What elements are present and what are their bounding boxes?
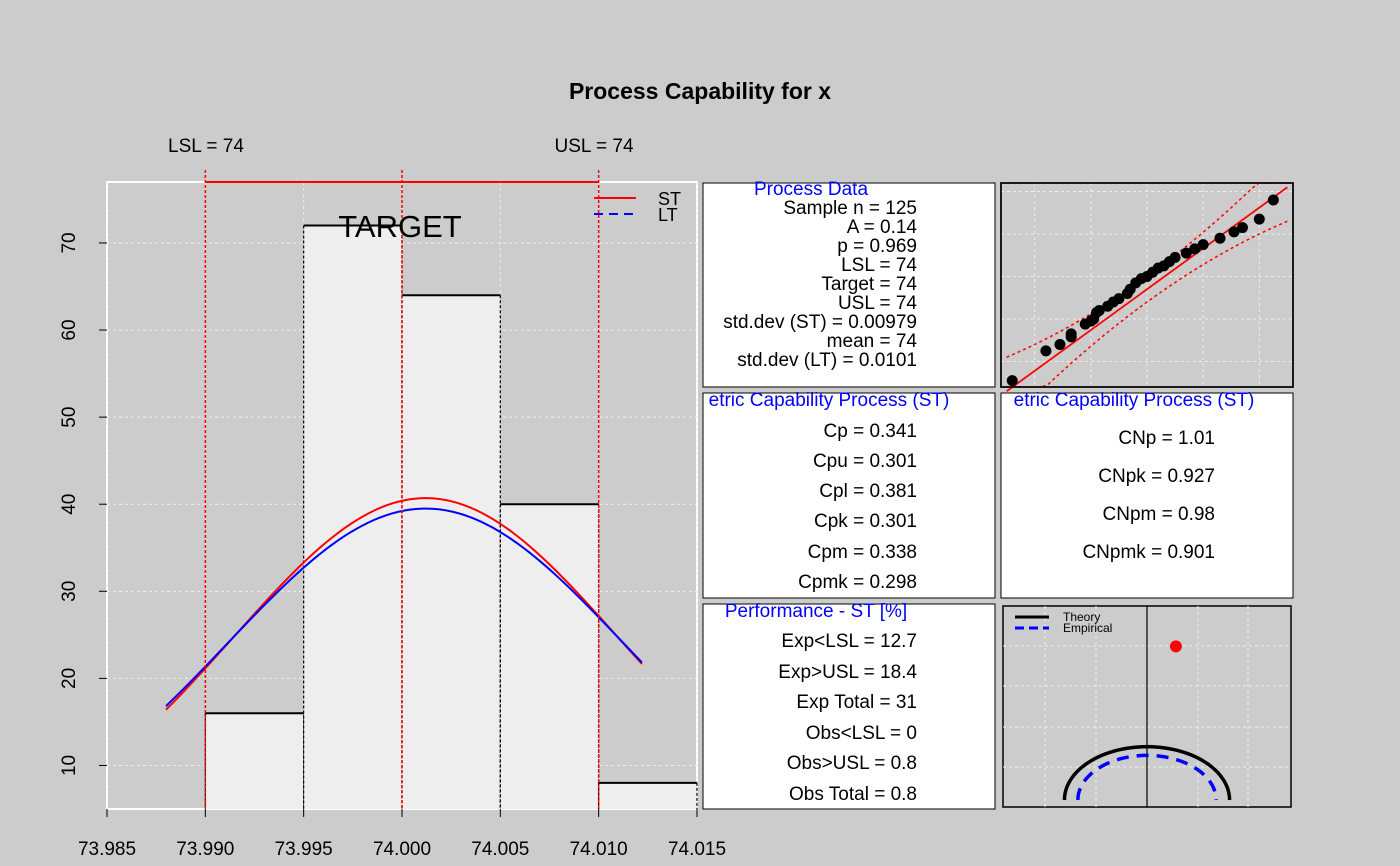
process-data-line: std.dev (ST) = 0.00979 (723, 312, 917, 333)
legend-theory-label: Theory (1063, 610, 1100, 624)
target-label: TARGET (338, 209, 461, 244)
capability-plot-panel: Theory Empirical (1002, 605, 1292, 808)
qq-point (1236, 222, 1248, 234)
qq-point (1065, 328, 1077, 340)
legend-st-label: ST (658, 189, 681, 209)
y-tick-label: 50 (59, 407, 80, 428)
performance-line: Exp>USL = 18.4 (778, 662, 917, 683)
capability-heading: etric Capability Process (ST) (709, 390, 950, 411)
qq-point (1054, 339, 1066, 350)
process-data-frame (702, 182, 996, 388)
capability-line: Cpk = 0.301 (814, 511, 917, 532)
qq-plot-border (1000, 182, 1294, 388)
performance-frame (702, 603, 996, 810)
histogram-bar (303, 225, 402, 809)
process-data-line: A = 0.14 (847, 217, 918, 238)
capability-plot-curves (1062, 744, 1232, 801)
y-tick-label: 10 (59, 755, 80, 776)
nonparametric-box: etric Capability Process (ST) CNp = 1.01… (1000, 390, 1294, 599)
histogram-bar (500, 504, 599, 809)
qq-point (1228, 226, 1240, 238)
process-data-line: LSL = 74 (841, 255, 917, 276)
performance-box: Performance - ST [%] Exp<LSL = 12.7 Exp>… (702, 601, 996, 810)
nonparametric-frame (1000, 392, 1294, 599)
spec-limit-lines (204, 170, 600, 809)
process-data-line: USL = 74 (838, 293, 917, 314)
qq-reference-line (1006, 186, 1288, 392)
qq-point (1006, 375, 1018, 387)
y-tick-label: 20 (59, 668, 80, 689)
process-data-heading: Process Data (754, 179, 868, 200)
capability-line: Cpu = 0.301 (813, 451, 917, 472)
capability-line: Cpl = 0.381 (819, 481, 917, 502)
chart-title: Process Capability for x (569, 78, 831, 104)
qq-plot-panel (1000, 182, 1294, 392)
nonparametric-line: CNp = 1.01 (1118, 428, 1215, 449)
nonparametric-line: CNpm = 0.98 (1103, 504, 1215, 525)
x-tick-label: 73.990 (176, 839, 234, 860)
x-tick-label: 74.000 (373, 839, 431, 860)
histogram-panel: 73.985 73.990 73.995 74.000 74.005 74.010 74.0… (59, 136, 726, 860)
process-data-line: mean = 74 (827, 331, 918, 352)
y-tick-label: 40 (59, 494, 80, 515)
y-tick-label: 70 (59, 232, 80, 253)
performance-heading: Performance - ST [%] (725, 601, 907, 622)
y-tick-label: 60 (59, 319, 80, 340)
qq-point (1093, 305, 1105, 316)
performance-line: Obs>USL = 0.8 (787, 753, 917, 774)
histogram-bar (598, 782, 697, 809)
histogram-bar (402, 295, 501, 809)
process-data-box: Process Data Sample n = 125 A = 0.14 p =… (702, 179, 996, 388)
x-tick-label: 74.005 (471, 839, 529, 860)
qq-point (1197, 239, 1209, 251)
empirical-curve (1076, 753, 1218, 801)
nonparametric-heading: etric Capability Process (ST) (1014, 390, 1255, 411)
performance-line: Obs<LSL = 0 (806, 723, 917, 744)
lt-density-curve (165, 507, 643, 707)
qq-point (1214, 232, 1226, 244)
process-data-line: Target = 74 (821, 274, 917, 295)
qq-points (1006, 194, 1279, 387)
histogram-legend: ST LT (594, 189, 681, 225)
x-tick-label: 73.985 (78, 839, 136, 860)
performance-line: Exp<LSL = 12.7 (781, 631, 917, 652)
x-tick-label: 74.015 (668, 839, 726, 860)
x-tick-label: 74.010 (570, 839, 628, 860)
qq-point (1180, 247, 1192, 259)
process-data-line: std.dev (LT) = 0.0101 (737, 350, 917, 371)
histogram-curves (165, 497, 643, 711)
lsl-label: LSL = 74 (168, 136, 244, 157)
performance-line: Exp Total = 31 (796, 692, 917, 713)
legend-empirical-label: Empirical (1063, 621, 1112, 635)
theory-curve (1062, 744, 1232, 801)
process-data-line: p = 0.969 (837, 236, 917, 257)
qq-grid (1001, 183, 1293, 387)
nonparametric-line: CNpk = 0.927 (1098, 466, 1215, 487)
qq-confidence-band (1006, 220, 1288, 388)
performance-line: Obs Total = 0.8 (789, 784, 917, 805)
qq-point (1040, 345, 1052, 357)
capability-point (1169, 640, 1182, 653)
capability-line: Cp = 0.341 (824, 421, 918, 442)
qq-point (1113, 293, 1125, 305)
histogram-axes: 73.985 73.990 73.995 74.000 74.005 74.010 74.0… (59, 232, 726, 860)
process-data-line: Sample n = 125 (783, 198, 917, 219)
qq-point (1253, 213, 1265, 225)
histogram-bars (204, 224, 698, 809)
capability-plot-legend: Theory Empirical (1015, 610, 1112, 635)
qq-point (1267, 194, 1279, 206)
capability-box: etric Capability Process (ST) Cp = 0.341… (702, 390, 996, 599)
usl-label: USL = 74 (554, 136, 633, 157)
x-tick-label: 73.995 (275, 839, 333, 860)
capability-line: Cpmk = 0.298 (798, 572, 917, 593)
capability-frame (702, 392, 996, 599)
nonparametric-line: CNpmk = 0.901 (1082, 542, 1215, 563)
capability-line: Cpm = 0.338 (808, 542, 917, 563)
histogram-bar (205, 713, 304, 809)
legend-lt-label: LT (658, 205, 678, 225)
qq-point (1189, 243, 1201, 255)
qq-point (1169, 251, 1181, 263)
y-tick-label: 30 (59, 581, 80, 602)
